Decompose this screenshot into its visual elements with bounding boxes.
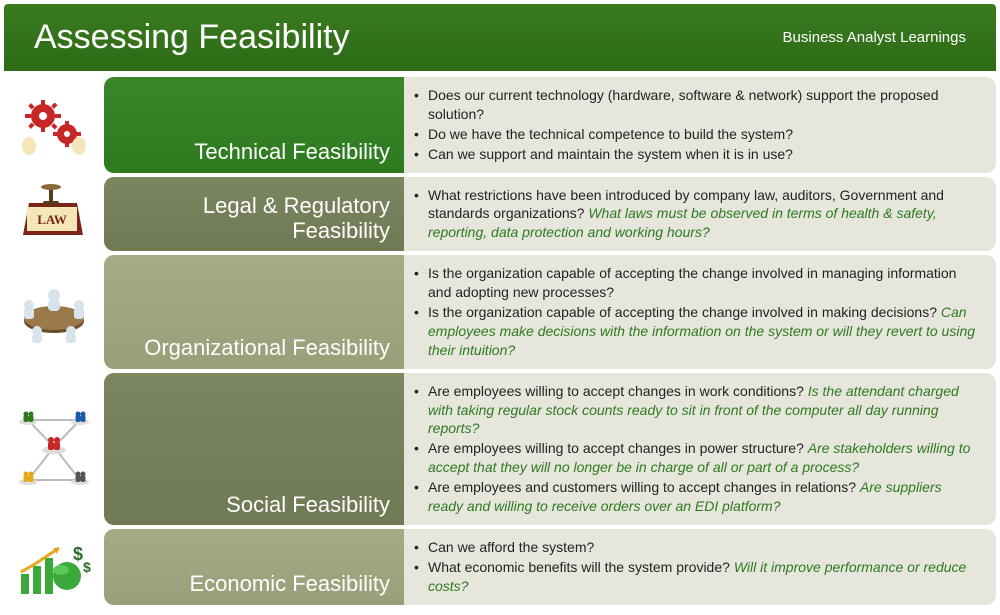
bullet: Are employees and customers willing to a… <box>414 478 980 516</box>
row-economic: Economic FeasibilityCan we afford the sy… <box>4 529 996 605</box>
header: Assessing Feasibility Business Analyst L… <box>4 4 996 71</box>
network-icon <box>4 373 104 525</box>
row-organizational: Organizational FeasibilityIs the organiz… <box>4 255 996 368</box>
header-subtitle: Business Analyst Learnings <box>783 29 966 46</box>
content-technical: Does our current technology (hardware, s… <box>404 77 996 173</box>
label-legal: Legal & Regulatory Feasibility <box>104 177 404 252</box>
meeting-icon <box>4 255 104 368</box>
content-organizational: Is the organization capable of accepting… <box>404 255 996 368</box>
gears-icon <box>4 77 104 173</box>
law-icon <box>4 177 104 252</box>
label-social: Social Feasibility <box>104 373 404 525</box>
content-social: Are employees willing to accept changes … <box>404 373 996 525</box>
bullet: Is the organization capable of accepting… <box>414 264 980 302</box>
bullet: Do we have the technical competence to b… <box>414 125 980 144</box>
bullet: Is the organization capable of accepting… <box>414 303 980 360</box>
bullet: What restrictions have been introduced b… <box>414 186 980 243</box>
label-economic: Economic Feasibility <box>104 529 404 605</box>
bullet: Can we support and maintain the system w… <box>414 145 980 164</box>
rows-container: Technical Feasibility Does our current te… <box>0 77 1000 605</box>
bullet: Does our current technology (hardware, s… <box>414 86 980 124</box>
content-legal: What restrictions have been introduced b… <box>404 177 996 252</box>
bullet: Can we afford the system? <box>414 538 980 557</box>
row-social: Social FeasibilityAre employees willing … <box>4 373 996 525</box>
page-title: Assessing Feasibility <box>34 18 350 57</box>
bullet: Are employees willing to accept changes … <box>414 382 980 439</box>
content-economic: Can we afford the system?What economic b… <box>404 529 996 605</box>
row-legal: Legal & Regulatory FeasibilityWhat restr… <box>4 177 996 252</box>
bullet: Are employees willing to accept changes … <box>414 439 980 477</box>
label-technical: Technical Feasibility <box>104 77 404 173</box>
money-icon <box>4 529 104 605</box>
label-organizational: Organizational Feasibility <box>104 255 404 368</box>
bullet: What economic benefits will the system p… <box>414 558 980 596</box>
row-technical: Technical Feasibility Does our current te… <box>4 77 996 173</box>
